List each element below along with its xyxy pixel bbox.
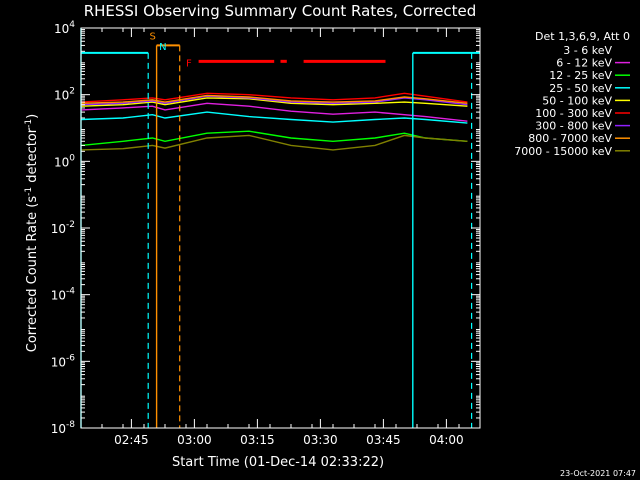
x-tick-label: 03:15 xyxy=(240,433,275,447)
y-label-sup: -1 xyxy=(24,187,34,196)
series-line-3 xyxy=(81,130,468,147)
series-line-9 xyxy=(81,134,468,151)
y-tick-label: 10-4 xyxy=(51,287,76,303)
series-line-7 xyxy=(81,95,468,106)
y-axis-label: Corrected Count Rate (s-1 detector-1) xyxy=(24,114,40,352)
y-tick-exponent: -6 xyxy=(66,353,75,363)
y-tick-base: 10 xyxy=(54,22,69,36)
series-line-8 xyxy=(81,94,468,104)
y-tick-base: 10 xyxy=(51,222,66,236)
night-flag-label: N xyxy=(159,42,166,53)
x-tick-label: 04:00 xyxy=(429,433,464,447)
legend-label: 300 - 800 keV xyxy=(535,120,612,133)
series-line-6 xyxy=(81,92,468,103)
y-tick-label: 102 xyxy=(54,87,75,103)
y-tick-exponent: -2 xyxy=(66,220,75,230)
y-tick-label: 10-6 xyxy=(51,353,76,369)
y-label-part: Corrected Count Rate (s xyxy=(25,196,40,353)
series-line-1 xyxy=(81,99,468,116)
x-tick-label: 02:45 xyxy=(114,433,149,447)
y-tick-exponent: -8 xyxy=(66,420,75,430)
y-tick-label: 100 xyxy=(54,153,75,169)
x-tick-label: 03:30 xyxy=(303,433,338,447)
legend-label: 100 - 300 keV xyxy=(535,107,612,120)
x-tick-label: 03:00 xyxy=(177,433,212,447)
saa-flag-label: S xyxy=(149,32,155,43)
series-line-4 xyxy=(81,111,468,124)
y-tick-exponent: 2 xyxy=(69,87,75,97)
chart-title: RHESSI Observing Summary Count Rates, Co… xyxy=(84,2,477,20)
legend-label: 800 - 7000 keV xyxy=(528,132,612,145)
legend-label: 3 - 6 keV xyxy=(563,44,612,57)
flare-flag-label: F xyxy=(186,58,192,69)
legend-label: 7000 - 15000 keV xyxy=(514,145,612,158)
legend-title: Det 1,3,6,9, Att 0 xyxy=(535,30,630,43)
legend-label: 6 - 12 keV xyxy=(556,57,612,70)
x-axis-label: Start Time (01-Dec-14 02:33:22) xyxy=(172,455,384,470)
series-group xyxy=(81,92,468,151)
legend-label: 12 - 25 keV xyxy=(549,69,612,82)
y-tick-base: 10 xyxy=(51,355,66,369)
y-tick-label: 104 xyxy=(54,20,75,36)
y-tick-label: 10-8 xyxy=(51,420,76,436)
y-label-part: detector xyxy=(25,127,40,187)
legend-label: 25 - 50 keV xyxy=(549,82,612,95)
y-label-sup: -1 xyxy=(24,119,34,128)
y-label-part: ) xyxy=(25,114,40,119)
y-tick-exponent: -4 xyxy=(66,287,75,297)
legend-label: 50 - 100 keV xyxy=(542,94,612,107)
series-line-5 xyxy=(81,97,468,107)
y-tick-exponent: 0 xyxy=(69,153,75,163)
y-tick-base: 10 xyxy=(51,422,66,436)
series-line-2 xyxy=(81,102,468,122)
x-tick-label: 03:45 xyxy=(366,433,401,447)
y-tick-base: 10 xyxy=(54,89,69,103)
y-tick-base: 10 xyxy=(54,155,69,169)
y-tick-exponent: 4 xyxy=(69,20,75,30)
date-stamp: 23-Oct-2021 07:47 xyxy=(560,469,636,478)
y-tick-label: 10-2 xyxy=(51,220,75,236)
y-tick-base: 10 xyxy=(51,289,66,303)
